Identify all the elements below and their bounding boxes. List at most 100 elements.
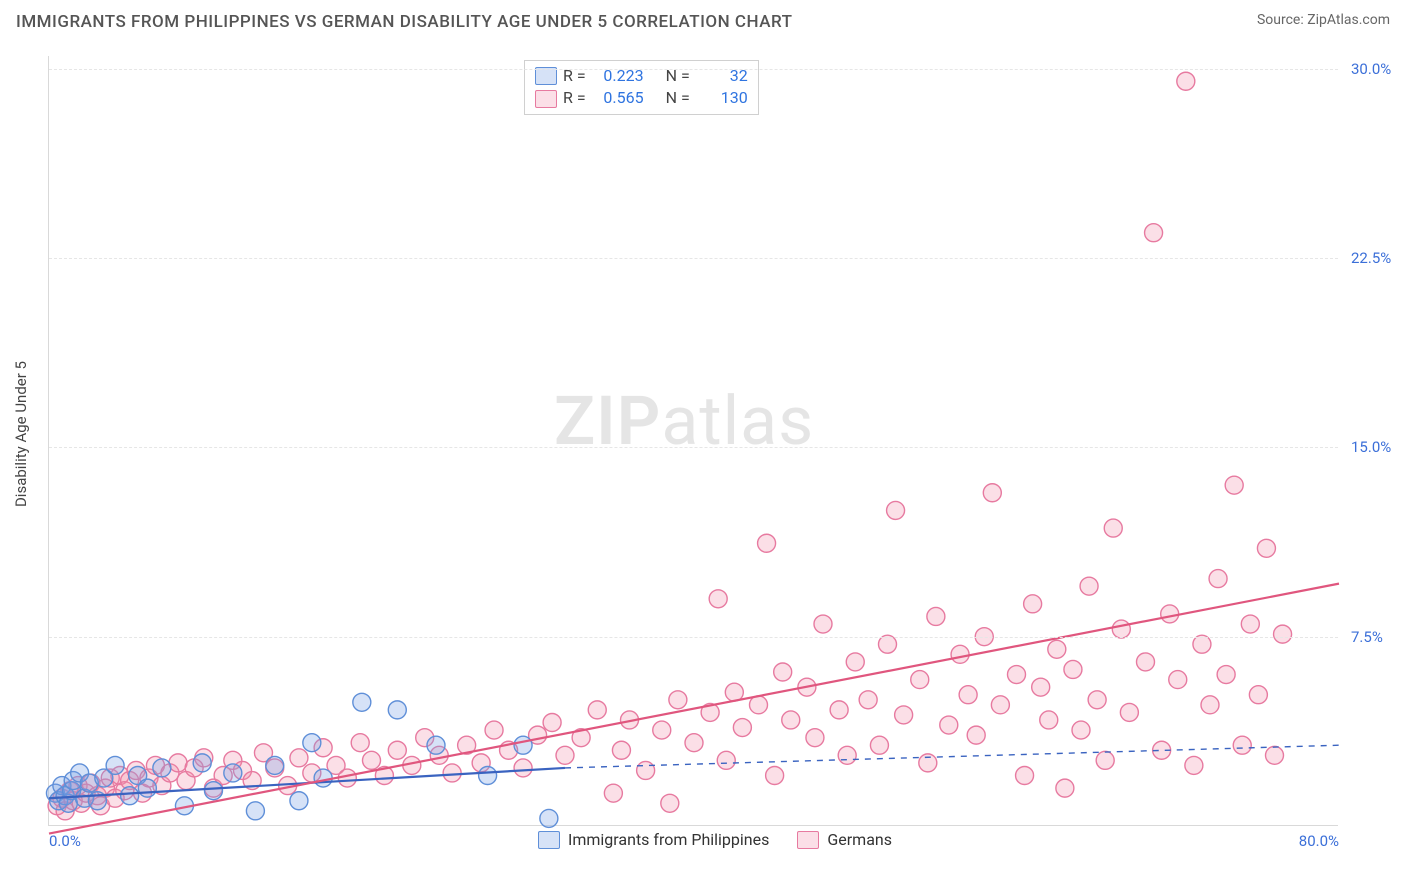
gridline (49, 258, 1338, 259)
legend-item-germans: Germans (797, 830, 892, 849)
chart-header: IMMIGRANTS FROM PHILIPPINES VS GERMAN DI… (0, 0, 1406, 40)
y-tick-label: 30.0% (1351, 60, 1391, 78)
data-point-germans (290, 749, 308, 767)
data-point-germans (1201, 696, 1219, 714)
data-point-philippines (514, 736, 532, 754)
data-point-germans (717, 751, 735, 769)
trend-line-germans (49, 584, 1339, 834)
data-point-philippines (193, 754, 211, 772)
data-point-philippines (303, 734, 321, 752)
data-point-germans (1169, 671, 1187, 689)
data-point-germans (1088, 691, 1106, 709)
data-point-germans (940, 716, 958, 734)
n-value: 130 (696, 87, 748, 109)
data-point-germans (1266, 746, 1284, 764)
data-point-germans (766, 767, 784, 785)
data-point-germans (653, 721, 671, 739)
data-point-germans (838, 746, 856, 764)
data-point-philippines (266, 756, 284, 774)
data-point-germans (485, 721, 503, 739)
data-point-germans (669, 691, 687, 709)
data-point-philippines (427, 736, 445, 754)
data-point-philippines (246, 802, 264, 820)
trend-ext-philippines (565, 745, 1339, 768)
plot-area: ZIPatlas R =0.223N =32R =0.565N =130 7.5… (48, 56, 1338, 826)
gridline (49, 447, 1338, 448)
source-prefix: Source: (1257, 12, 1307, 28)
data-point-germans (1056, 779, 1074, 797)
data-point-germans (782, 711, 800, 729)
data-point-germans (1024, 595, 1042, 613)
data-point-germans (1104, 519, 1122, 537)
data-point-philippines (314, 769, 332, 787)
data-point-philippines (540, 809, 558, 827)
data-point-germans (846, 653, 864, 671)
data-point-philippines (353, 693, 371, 711)
data-point-germans (1257, 539, 1275, 557)
data-point-germans (1008, 666, 1026, 684)
data-point-germans (661, 794, 679, 812)
data-point-germans (1177, 72, 1195, 90)
data-point-germans (1209, 570, 1227, 588)
data-point-germans (363, 751, 381, 769)
data-point-philippines (290, 792, 308, 810)
data-point-germans (1048, 640, 1066, 658)
data-point-germans (1193, 635, 1211, 653)
data-point-germans (830, 701, 848, 719)
data-point-philippines (479, 767, 497, 785)
data-point-germans (1241, 615, 1259, 633)
data-point-germans (927, 607, 945, 625)
gridline (49, 69, 1338, 70)
data-point-philippines (138, 779, 156, 797)
data-point-germans (1161, 605, 1179, 623)
x-tick-label: 0.0% (49, 832, 81, 850)
legend-swatch-germans (797, 831, 819, 849)
data-point-germans (543, 713, 561, 731)
data-point-germans (1112, 620, 1130, 638)
data-point-germans (514, 759, 532, 777)
chart-container: Disability Age Under 5 ZIPatlas R =0.223… (0, 44, 1406, 892)
data-point-germans (887, 501, 905, 519)
r-value: 0.565 (592, 87, 644, 109)
data-point-germans (169, 754, 187, 772)
data-point-germans (758, 534, 776, 552)
data-point-germans (879, 635, 897, 653)
data-point-germans (685, 734, 703, 752)
data-point-philippines (153, 759, 171, 777)
data-point-germans (604, 784, 622, 802)
r-label: R = (563, 87, 586, 109)
data-point-germans (1080, 577, 1098, 595)
data-point-germans (750, 696, 768, 714)
data-point-germans (1120, 703, 1138, 721)
data-point-germans (1185, 756, 1203, 774)
data-point-germans (991, 696, 1009, 714)
data-point-germans (588, 701, 606, 719)
data-point-germans (556, 746, 574, 764)
data-point-germans (733, 719, 751, 737)
gridline (49, 637, 1338, 638)
data-point-germans (1096, 751, 1114, 769)
stats-row-germans: R =0.565N =130 (535, 87, 748, 109)
data-point-germans (1249, 686, 1267, 704)
data-point-germans (967, 726, 985, 744)
swatch-germans (535, 90, 557, 108)
data-point-philippines (106, 756, 124, 774)
data-point-germans (1016, 767, 1034, 785)
chart-title: IMMIGRANTS FROM PHILIPPINES VS GERMAN DI… (16, 12, 792, 32)
x-tick-label: 80.0% (1299, 832, 1339, 850)
data-point-germans (911, 671, 929, 689)
data-point-philippines (121, 787, 139, 805)
data-point-germans (806, 729, 824, 747)
data-point-germans (959, 686, 977, 704)
data-point-germans (774, 663, 792, 681)
data-point-germans (1225, 476, 1243, 494)
data-point-germans (709, 590, 727, 608)
data-point-germans (637, 761, 655, 779)
bottom-legend: Immigrants from PhilippinesGermans (538, 830, 892, 849)
swatch-philippines (535, 67, 557, 85)
data-point-germans (351, 734, 369, 752)
data-point-germans (1217, 666, 1235, 684)
y-axis-title: Disability Age Under 5 (12, 361, 30, 507)
data-point-germans (859, 691, 877, 709)
data-point-germans (814, 615, 832, 633)
